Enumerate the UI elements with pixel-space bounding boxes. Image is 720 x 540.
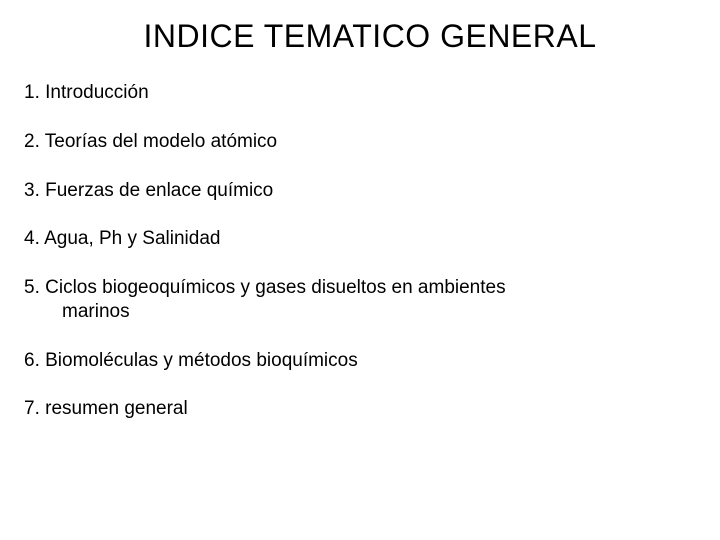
list-item: 1. Introducción [24,81,696,105]
list-item: 7. resumen general [24,397,696,421]
list-item: 5. Ciclos biogeoquímicos y gases disuelt… [24,276,696,324]
list-item-text: 2. Teorías del modelo atómico [24,131,277,152]
list-item-text: 6. Biomoléculas y métodos bioquímicos [24,350,358,371]
list-item-text: 1. Introducción [24,82,149,103]
list-item: 4. Agua, Ph y Salinidad [24,227,696,251]
list-item: 3. Fuerzas de enlace químico [24,179,696,203]
list-item: 2. Teorías del modelo atómico [24,130,696,154]
list-item-text: 5. Ciclos biogeoquímicos y gases disuelt… [24,277,506,298]
list-item-text: 4. Agua, Ph y Salinidad [24,228,220,249]
page-title: INDICE TEMATICO GENERAL [24,18,696,55]
index-list: 1. Introducción 2. Teorías del modelo at… [24,81,696,421]
list-item-continuation: marinos [24,300,696,324]
list-item-text: 7. resumen general [24,398,188,419]
list-item: 6. Biomoléculas y métodos bioquímicos [24,349,696,373]
list-item-text: 3. Fuerzas de enlace químico [24,180,273,201]
